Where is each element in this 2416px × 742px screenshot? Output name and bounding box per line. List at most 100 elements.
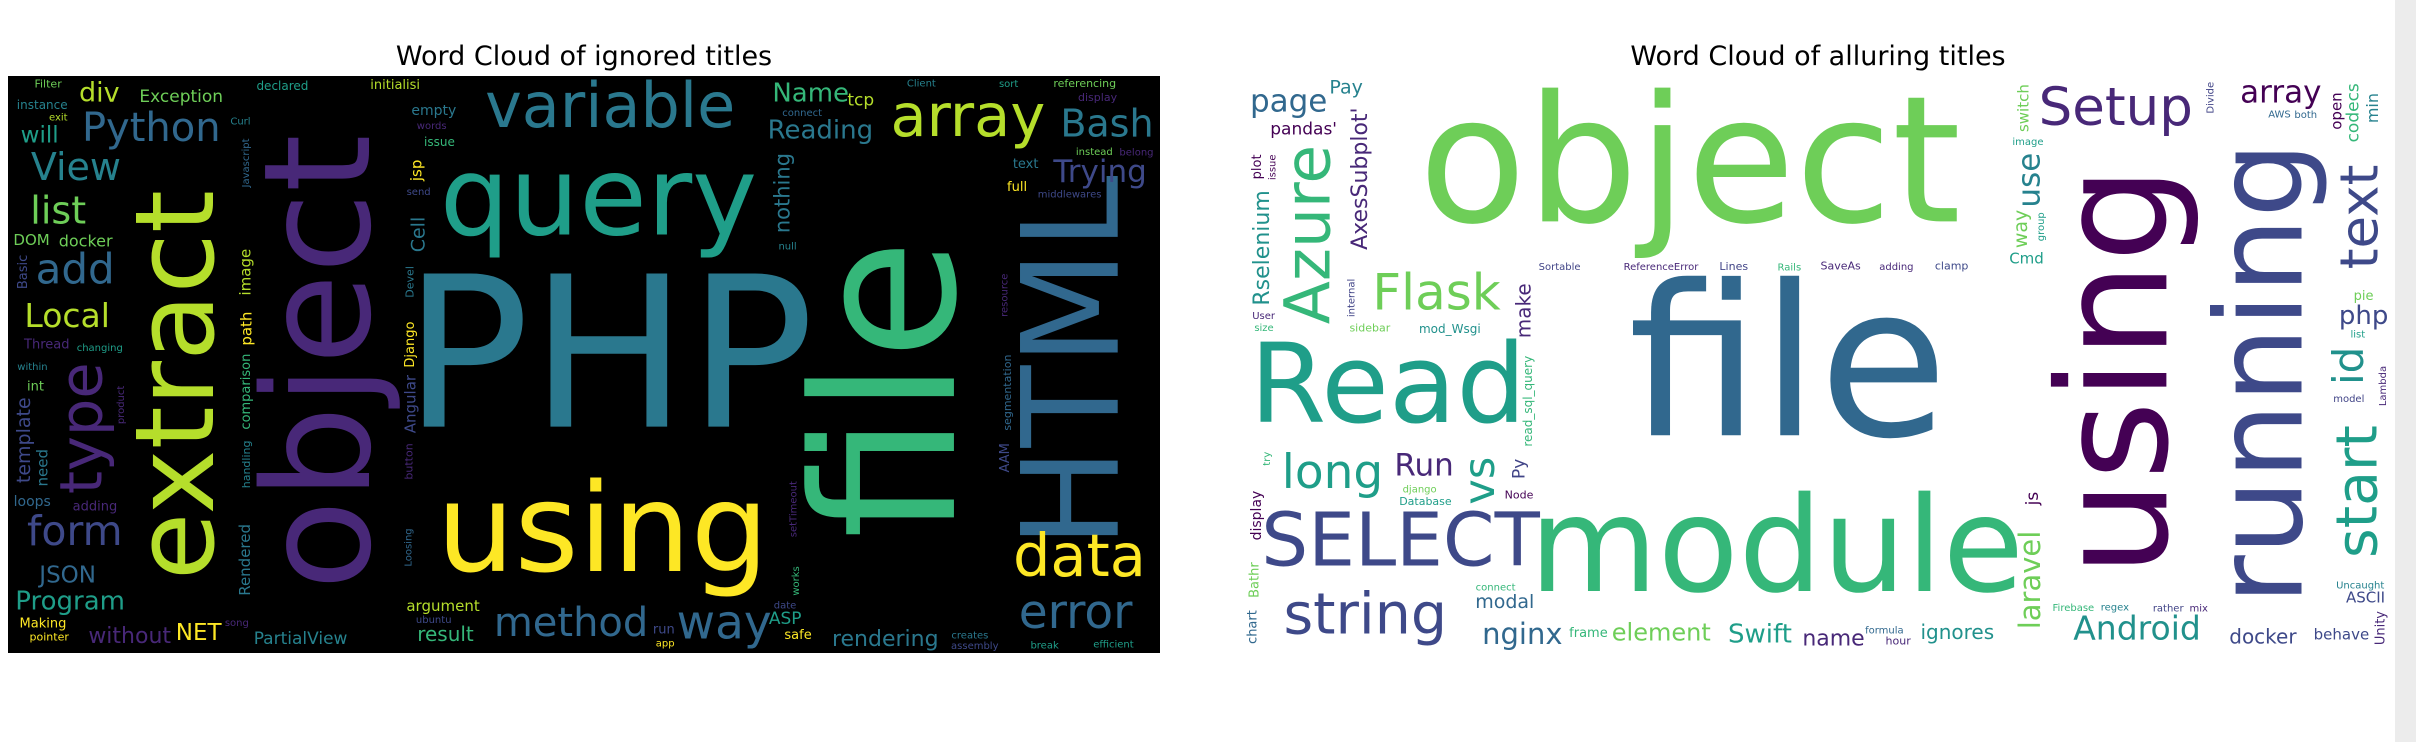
word-0-54: loops bbox=[14, 494, 51, 510]
word-1-97: sidebar bbox=[1349, 322, 1390, 335]
word-0-91: Devel bbox=[403, 266, 416, 298]
word-0-12: method bbox=[494, 600, 648, 646]
word-1-32: nginx bbox=[1482, 617, 1562, 651]
word-1-44: pandas' bbox=[1270, 119, 1337, 139]
word-1-39: docker bbox=[2229, 624, 2297, 648]
word-1-69: Lines bbox=[1719, 260, 1748, 273]
word-0-77: Angular bbox=[401, 374, 419, 433]
wordcloud-panel-ignored: PHP object file using query extract HTML variab… bbox=[8, 76, 1160, 653]
word-1-10: Flask bbox=[1372, 264, 1500, 322]
word-0-119: break bbox=[1030, 640, 1059, 651]
word-1-98: hour bbox=[1886, 634, 1912, 647]
word-0-60: Django bbox=[403, 322, 418, 368]
word-0-90: path bbox=[237, 312, 255, 346]
word-1-26: laravel bbox=[2013, 531, 2047, 630]
word-1-80: pie bbox=[2354, 289, 2374, 304]
word-0-65: int bbox=[27, 380, 44, 395]
word-1-120: regex bbox=[2101, 603, 2129, 614]
word-1-96: formula bbox=[1865, 626, 1904, 637]
word-0-134: sort bbox=[999, 79, 1018, 90]
word-0-81: DOM bbox=[13, 231, 49, 249]
word-1-30: name bbox=[1802, 627, 1864, 652]
word-1-9: string bbox=[1283, 582, 1447, 648]
word-0-0: PHP bbox=[403, 232, 814, 477]
word-1-119: Sortable bbox=[1539, 262, 1581, 273]
word-0-104: resource bbox=[999, 274, 1010, 317]
word-1-85: Py bbox=[1509, 459, 1529, 479]
word-0-75: adding bbox=[73, 500, 118, 515]
word-1-83: group bbox=[2036, 212, 2047, 241]
word-1-16: Setup bbox=[2039, 77, 2193, 138]
word-0-9: variable bbox=[485, 76, 735, 142]
word-0-63: assembly bbox=[951, 641, 999, 652]
word-0-130: setTimeout bbox=[789, 481, 800, 537]
word-0-58: empty bbox=[411, 103, 456, 119]
word-1-84: connect bbox=[1476, 583, 1516, 594]
word-0-84: Rendered bbox=[236, 524, 254, 596]
word-0-105: middlewares bbox=[1038, 189, 1102, 200]
word-1-1: using bbox=[2025, 166, 2202, 577]
word-0-51: display bbox=[1078, 91, 1118, 104]
word-1-71: modal bbox=[1475, 591, 1534, 613]
word-0-41: will bbox=[21, 122, 59, 148]
word-1-95: ReferenceError bbox=[1624, 262, 1700, 273]
word-0-32: Name bbox=[772, 78, 849, 108]
word-1-132: AWS bbox=[2268, 109, 2291, 120]
word-0-45: declared bbox=[256, 79, 308, 93]
word-0-67: comparison bbox=[239, 354, 254, 430]
word-0-35: PartialView bbox=[254, 629, 348, 649]
word-0-93: handling bbox=[240, 441, 253, 489]
word-1-87: plot bbox=[1250, 154, 1265, 179]
word-0-70: full bbox=[1007, 180, 1027, 195]
word-1-148: size bbox=[1254, 323, 1273, 334]
word-0-43: Thread bbox=[23, 338, 69, 353]
word-1-116: Uncaught bbox=[2336, 581, 2384, 592]
word-0-49: instance bbox=[17, 98, 68, 112]
word-1-23: page bbox=[1250, 84, 1327, 120]
word-1-58: way bbox=[2010, 210, 2032, 248]
word-1-76: internal bbox=[1347, 279, 1358, 317]
word-0-97: ubuntu bbox=[416, 615, 452, 626]
word-1-73: Node bbox=[1505, 488, 1534, 501]
word-1-2: object bbox=[1419, 76, 1961, 263]
word-0-46: issue bbox=[424, 135, 455, 149]
word-0-29: add bbox=[36, 244, 115, 293]
word-0-69: safe bbox=[784, 628, 811, 643]
word-1-68: Database bbox=[1399, 495, 1452, 508]
word-1-153: mix bbox=[2189, 603, 2208, 614]
word-0-66: words bbox=[417, 121, 447, 132]
word-0-6: extract bbox=[111, 190, 239, 580]
word-1-7: SELECT bbox=[1261, 498, 1540, 584]
word-0-30: without bbox=[88, 624, 171, 649]
word-1-115: Divide bbox=[2206, 82, 2217, 114]
wordcloud-panel-alluring: file using object module running Read SELECT st… bbox=[1244, 76, 2392, 653]
word-0-38: div bbox=[79, 78, 120, 109]
word-0-55: referencing bbox=[1053, 77, 1116, 90]
word-0-128: Loosing bbox=[404, 528, 415, 566]
word-1-48: behave bbox=[2314, 625, 2370, 643]
word-0-74: Curl bbox=[230, 117, 250, 128]
word-0-22: form bbox=[27, 507, 123, 555]
word-1-86: js bbox=[2023, 492, 2043, 507]
word-1-18: long bbox=[1282, 445, 1383, 500]
word-0-73: text bbox=[1013, 157, 1039, 172]
word-0-33: rendering bbox=[832, 627, 939, 652]
word-1-124: adding bbox=[1879, 262, 1913, 273]
word-0-21: Trying bbox=[1052, 154, 1146, 190]
word-1-0: file bbox=[1628, 240, 1948, 485]
word-1-67: min bbox=[2363, 93, 2382, 123]
word-0-123: creates bbox=[951, 630, 988, 641]
word-0-10: array bbox=[891, 81, 1046, 150]
word-0-95: within bbox=[17, 362, 47, 373]
word-1-123: Bathr bbox=[1248, 562, 1263, 598]
word-1-77: Rails bbox=[1778, 262, 1802, 273]
word-0-36: argument bbox=[406, 597, 479, 615]
word-0-133: exit bbox=[49, 113, 68, 124]
word-0-80: Client bbox=[907, 79, 936, 90]
word-0-31: Bash bbox=[1060, 101, 1153, 145]
word-0-138: AAM bbox=[998, 443, 1013, 472]
word-0-50: template bbox=[13, 397, 35, 483]
word-1-94: SaveAs bbox=[1821, 260, 1862, 273]
word-0-14: error bbox=[1019, 585, 1133, 640]
word-0-4: using bbox=[437, 458, 769, 601]
